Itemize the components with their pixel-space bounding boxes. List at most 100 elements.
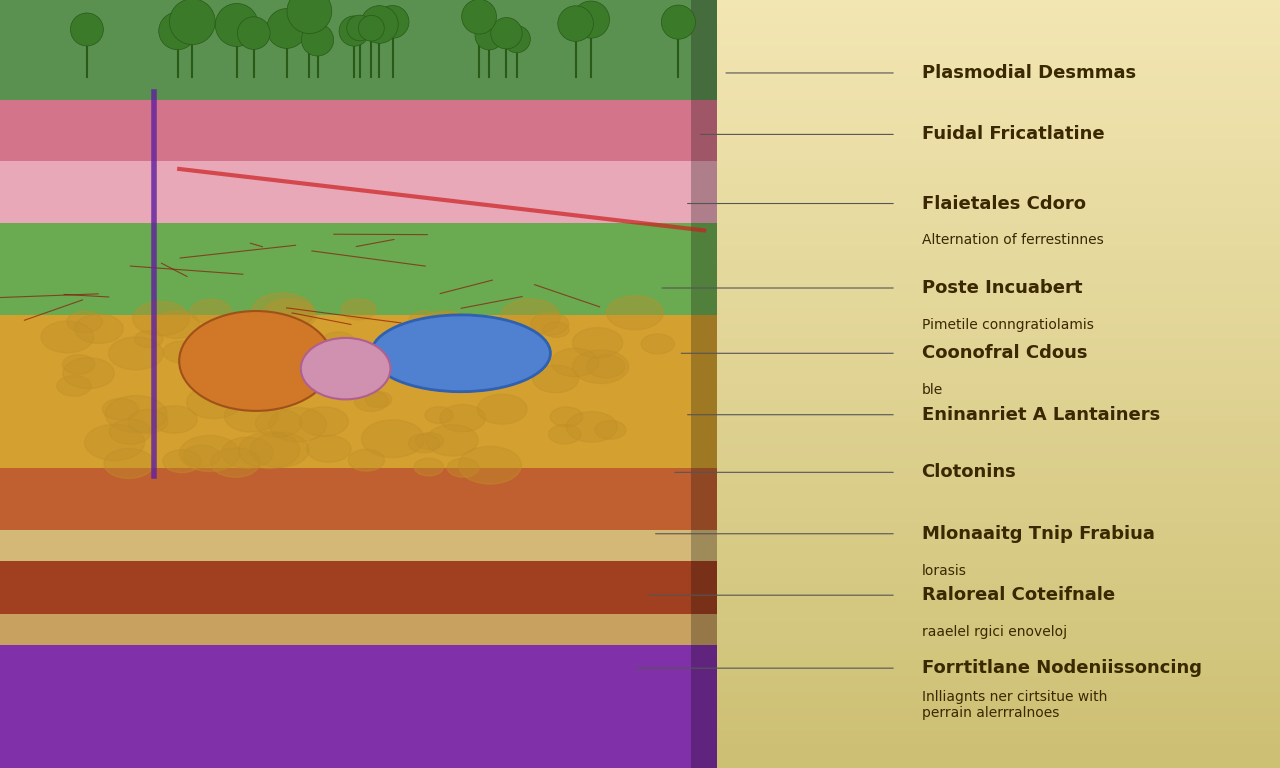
- Bar: [717, 207, 1280, 215]
- Bar: [717, 676, 1280, 684]
- Ellipse shape: [339, 16, 370, 46]
- Bar: [717, 154, 1280, 161]
- Circle shape: [340, 299, 376, 320]
- Bar: [717, 476, 1280, 484]
- Circle shape: [426, 425, 479, 456]
- Bar: [717, 438, 1280, 445]
- Bar: [717, 307, 1280, 315]
- Text: Coonofral Cdous: Coonofral Cdous: [922, 344, 1087, 362]
- Ellipse shape: [503, 25, 530, 53]
- Bar: [717, 8, 1280, 15]
- Ellipse shape: [462, 0, 497, 34]
- Bar: [717, 714, 1280, 722]
- Circle shape: [532, 365, 579, 392]
- Bar: [717, 430, 1280, 438]
- Bar: [717, 46, 1280, 54]
- Circle shape: [552, 348, 599, 376]
- Circle shape: [369, 342, 420, 372]
- Text: Fuidal Fricatlatine: Fuidal Fricatlatine: [922, 125, 1105, 144]
- FancyBboxPatch shape: [691, 100, 717, 161]
- Bar: [717, 177, 1280, 184]
- FancyBboxPatch shape: [0, 315, 717, 468]
- Ellipse shape: [179, 311, 333, 411]
- Ellipse shape: [475, 22, 503, 50]
- Circle shape: [154, 310, 200, 339]
- Circle shape: [191, 300, 232, 324]
- Circle shape: [187, 386, 242, 419]
- Circle shape: [365, 392, 392, 408]
- Circle shape: [531, 313, 568, 336]
- Bar: [717, 499, 1280, 507]
- Ellipse shape: [347, 15, 372, 41]
- Bar: [717, 607, 1280, 614]
- Bar: [717, 123, 1280, 131]
- Bar: [717, 530, 1280, 538]
- Circle shape: [440, 405, 485, 432]
- Circle shape: [550, 407, 582, 426]
- Circle shape: [238, 432, 300, 468]
- Circle shape: [489, 336, 517, 353]
- Text: Raloreal Coteifnale: Raloreal Coteifnale: [922, 586, 1115, 604]
- Text: Inlliagnts ner cirtsitue with
perrain alerrralnoes: Inlliagnts ner cirtsitue with perrain al…: [922, 690, 1107, 720]
- Bar: [717, 576, 1280, 584]
- Bar: [717, 131, 1280, 138]
- Text: ble: ble: [922, 383, 943, 397]
- FancyBboxPatch shape: [0, 0, 717, 100]
- Bar: [717, 61, 1280, 69]
- Bar: [717, 184, 1280, 192]
- Circle shape: [102, 399, 138, 420]
- Bar: [717, 507, 1280, 515]
- Circle shape: [179, 435, 239, 472]
- Bar: [717, 108, 1280, 115]
- Circle shape: [426, 313, 470, 339]
- Ellipse shape: [572, 1, 609, 38]
- Circle shape: [361, 420, 424, 458]
- Text: raaelel rgici enoveloj: raaelel rgici enoveloj: [922, 625, 1066, 639]
- Bar: [717, 668, 1280, 676]
- Circle shape: [416, 432, 444, 449]
- Text: Plasmodial Desmmas: Plasmodial Desmmas: [922, 64, 1135, 82]
- FancyBboxPatch shape: [0, 645, 717, 768]
- Text: Poste Incuabert: Poste Incuabert: [922, 279, 1082, 297]
- Bar: [717, 315, 1280, 323]
- FancyBboxPatch shape: [0, 561, 717, 614]
- Bar: [717, 461, 1280, 468]
- Circle shape: [355, 391, 388, 412]
- FancyBboxPatch shape: [0, 100, 717, 161]
- Ellipse shape: [70, 13, 104, 46]
- Ellipse shape: [376, 5, 408, 38]
- Circle shape: [251, 293, 314, 330]
- Bar: [717, 515, 1280, 522]
- FancyBboxPatch shape: [0, 530, 717, 561]
- Circle shape: [595, 421, 626, 439]
- Ellipse shape: [490, 18, 522, 49]
- Bar: [717, 369, 1280, 376]
- FancyBboxPatch shape: [691, 315, 717, 468]
- FancyBboxPatch shape: [0, 468, 717, 530]
- Bar: [717, 330, 1280, 338]
- Circle shape: [572, 328, 623, 358]
- Bar: [717, 392, 1280, 399]
- Circle shape: [572, 350, 628, 383]
- Circle shape: [221, 437, 273, 468]
- Text: Forrtitlane Nodeniissoncing: Forrtitlane Nodeniissoncing: [922, 659, 1202, 677]
- Bar: [717, 730, 1280, 737]
- Circle shape: [282, 308, 312, 326]
- Bar: [717, 261, 1280, 269]
- FancyBboxPatch shape: [0, 614, 717, 645]
- Bar: [717, 553, 1280, 561]
- Bar: [717, 0, 1280, 8]
- Circle shape: [413, 458, 444, 476]
- Circle shape: [151, 406, 197, 433]
- FancyBboxPatch shape: [691, 561, 717, 614]
- Bar: [717, 376, 1280, 384]
- FancyBboxPatch shape: [0, 223, 717, 315]
- Ellipse shape: [361, 5, 398, 43]
- Bar: [717, 599, 1280, 607]
- Circle shape: [104, 449, 154, 478]
- Bar: [717, 468, 1280, 476]
- Ellipse shape: [169, 0, 215, 45]
- Bar: [717, 161, 1280, 169]
- Circle shape: [183, 445, 220, 467]
- Bar: [717, 660, 1280, 668]
